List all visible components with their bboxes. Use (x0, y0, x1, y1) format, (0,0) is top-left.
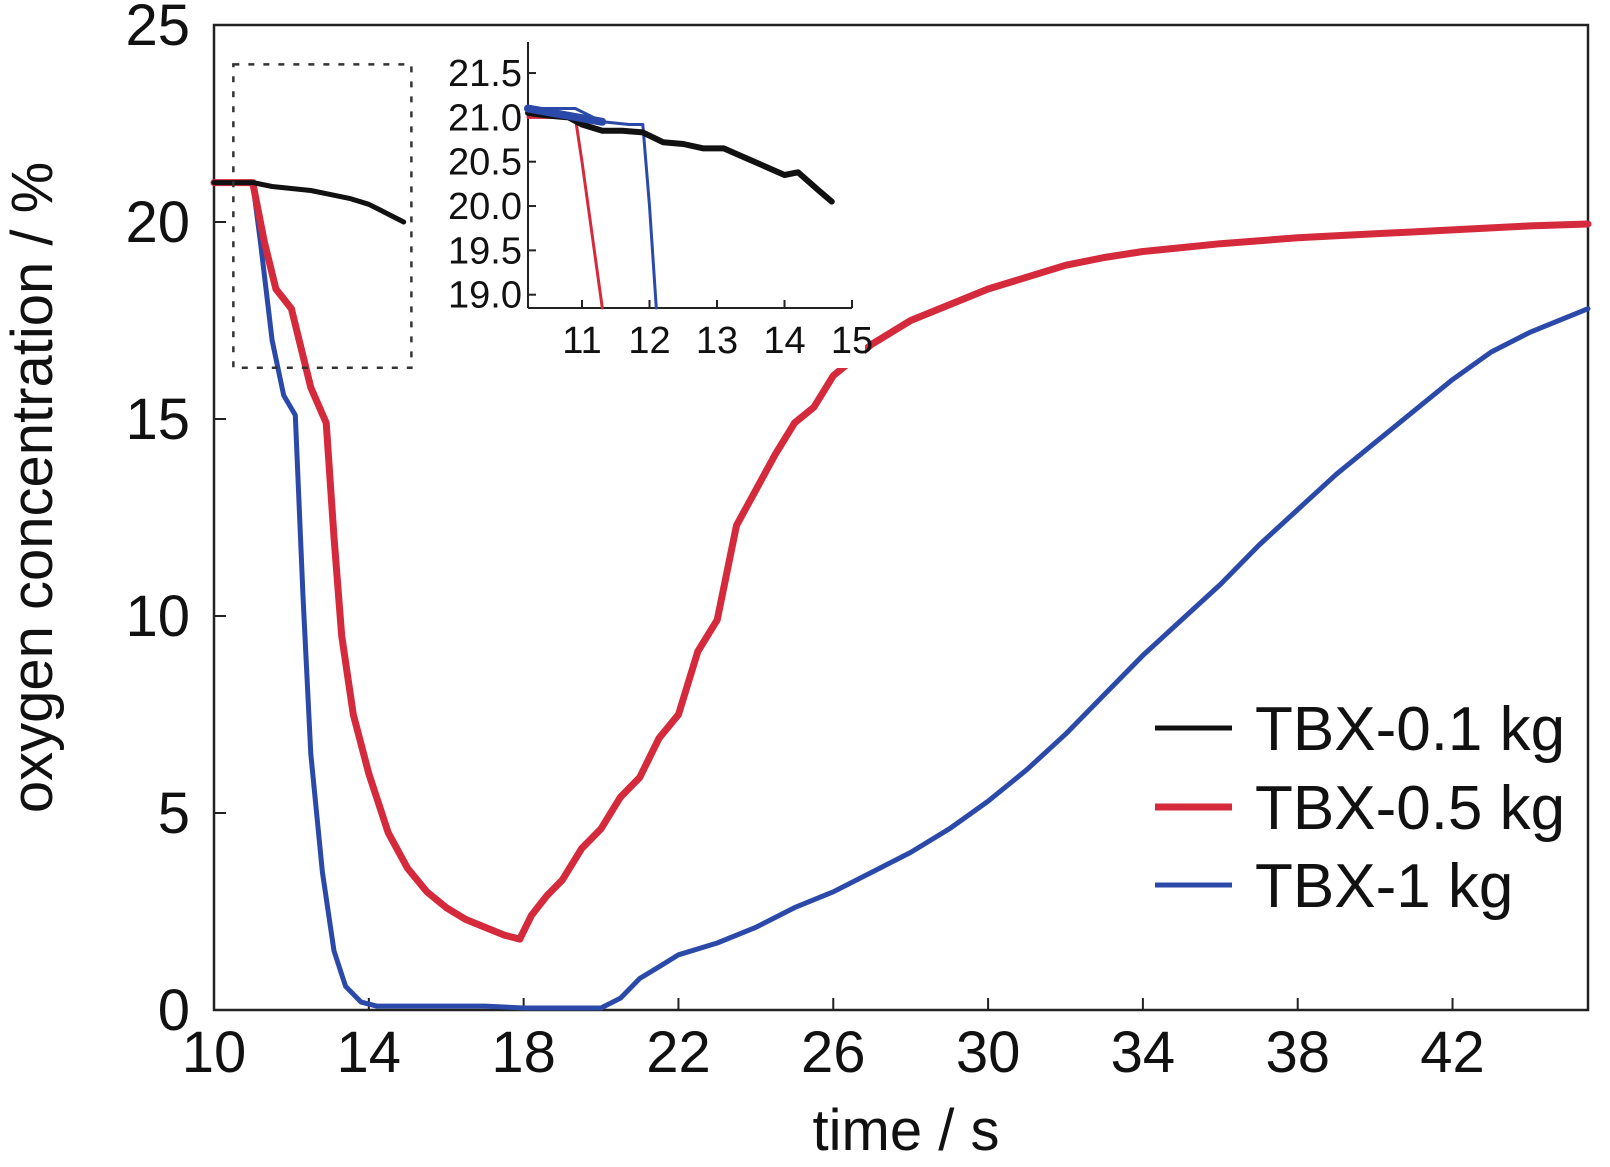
x-tick-label: 22 (646, 1020, 711, 1085)
inset-x-tick-label: 15 (831, 320, 873, 362)
zoom-region-box (232, 63, 413, 370)
inset-x-tick-label: 14 (763, 320, 805, 362)
legend-label: TBX-1 kg (1255, 852, 1513, 921)
legend-label: TBX-0.5 kg (1255, 774, 1565, 843)
x-tick-label: 42 (1420, 1020, 1485, 1085)
y-tick-label: 25 (125, 0, 190, 58)
inset-plot: 11 12 13 14 15 19.019.520.020.521.021.5 (425, 38, 873, 368)
legend-label: TBX-0.1 kg (1255, 695, 1565, 764)
legend: TBX-0.1 kg TBX-0.5 kg TBX-1 kg (1155, 695, 1565, 921)
x-tick-label: 14 (337, 1020, 402, 1085)
inset-y-tick-label: 21.0 (448, 97, 522, 139)
x-axis-title: time / s (813, 1098, 1000, 1163)
inset-x-tick-label: 11 (562, 320, 601, 362)
inset-y-tick-label: 21.5 (448, 53, 522, 95)
y-tick-label: 10 (125, 584, 190, 649)
x-tick-label: 18 (491, 1020, 556, 1085)
inset-y-tick-label: 19.5 (448, 230, 522, 272)
inset-x-tick-label: 12 (628, 320, 670, 362)
x-tick-label: 26 (801, 1020, 866, 1085)
y-tick-label: 0 (158, 978, 190, 1043)
inset-y-tick-label: 20.5 (448, 142, 522, 184)
x-tick-label: 34 (1111, 1020, 1176, 1085)
main-plot: 10 14 18 22 26 30 34 38 42 0 5 10 15 20 25 (125, 0, 1592, 1085)
series-line-tbx-0-1kg (211, 180, 407, 225)
plot-frame (212, 23, 1590, 1012)
series-line-tbx-1kg (211, 180, 1591, 1011)
inset-x-tick-label: 13 (696, 320, 738, 362)
inset-series-line-tbx-1kg-plateau (524, 104, 607, 126)
y-tick-label: 15 (125, 387, 190, 452)
x-tick-label: 10 (182, 1020, 247, 1085)
y-tick-label: 5 (158, 781, 190, 846)
x-tick-label: 30 (956, 1020, 1021, 1085)
series-line-tbx-0-5kg (210, 179, 1592, 943)
zoom-region-rect (232, 63, 413, 370)
inset-series-line-tbx-1kg (526, 107, 658, 310)
y-axis-title: oxygen concentration / % (0, 162, 65, 813)
inset-background (425, 38, 865, 368)
inset-series-line-tbx-0-1kg (525, 109, 835, 205)
inset-y-tick-label: 19.0 (448, 275, 522, 317)
inset-y-tick-label: 20.0 (448, 186, 522, 228)
x-tick-label: 38 (1265, 1020, 1330, 1085)
y-tick-label: 20 (125, 190, 190, 255)
